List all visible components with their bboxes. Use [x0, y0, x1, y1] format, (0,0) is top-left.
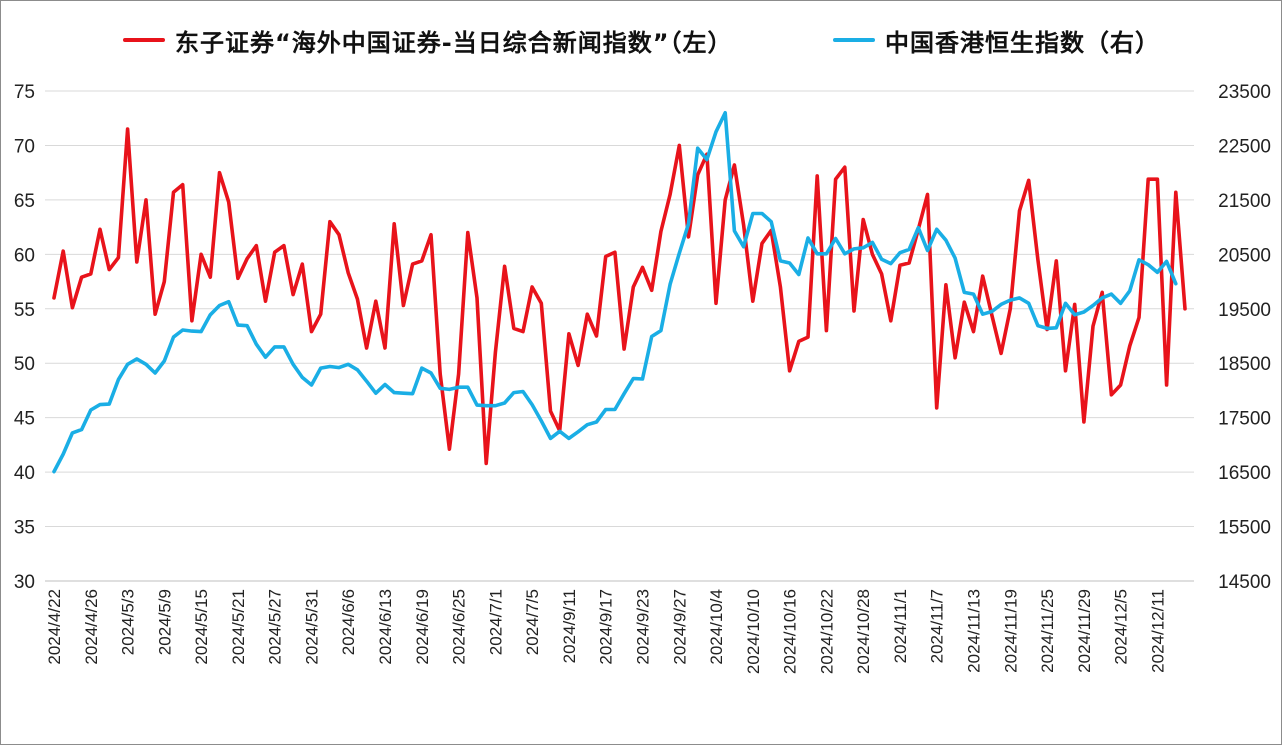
left-axis-tick-label: 60 [14, 245, 35, 266]
x-axis-tick-label: 2024/6/6 [339, 589, 358, 655]
x-axis-tick-label: 2024/5/9 [155, 589, 174, 655]
right-axis-tick-label: 21500 [1218, 191, 1271, 212]
right-axis-tick-label: 14500 [1218, 572, 1271, 593]
x-axis-tick-label: 2024/7/1 [486, 589, 505, 655]
x-axis-tick-label: 2024/4/22 [45, 589, 64, 665]
left-axis-tick-label: 65 [14, 191, 35, 212]
x-axis-tick-label: 2024/11/13 [965, 589, 984, 673]
hang-seng-index-line [52, 111, 1178, 474]
x-axis-tick-label: 2024/10/22 [817, 589, 836, 674]
right-axis-tick-label: 20500 [1218, 245, 1271, 266]
left-axis-tick-label: 50 [14, 354, 35, 375]
x-axis-tick-label: 2024/11/25 [1038, 589, 1057, 673]
x-axis-tick-label: 2024/10/16 [781, 589, 800, 674]
legend-label-left-series: 东子证券“海外中国证券-当日综合新闻指数”（左） [175, 28, 733, 57]
x-axis-tick-label: 2024/10/10 [744, 589, 763, 674]
x-axis-tick-label: 2024/9/27 [670, 589, 689, 665]
legend-item-left-series: 东子证券“海外中国证券-当日综合新闻指数”（左） [123, 23, 733, 57]
right-axis-tick-label: 17500 [1218, 409, 1271, 430]
x-axis-tick-label: 2024/12/11 [1148, 589, 1167, 673]
left-axis-tick-label: 70 [14, 136, 35, 157]
right-axis-tick-label: 23500 [1218, 82, 1271, 103]
legend-item-right-series: 中国香港恒生指数（右） [833, 23, 1160, 57]
right-axis-tick-label: 22500 [1218, 136, 1271, 157]
legend-label-right-series: 中国香港恒生指数（右） [885, 28, 1160, 57]
left-axis-tick-label: 55 [14, 300, 35, 321]
legend-swatch-red [123, 38, 165, 42]
x-axis-tick-label: 2024/6/19 [413, 589, 432, 665]
left-axis-tick-label: 45 [14, 409, 35, 430]
x-axis-tick-label: 2024/5/31 [302, 589, 321, 665]
right-axis-tick-label: 15500 [1218, 518, 1271, 539]
x-axis-tick-label: 2024/11/29 [1075, 589, 1094, 673]
x-axis-tick-label: 2024/6/25 [450, 589, 469, 665]
x-axis-tick-label: 2024/11/7 [928, 589, 947, 663]
right-axis-tick-label: 19500 [1218, 300, 1271, 321]
x-axis-tick-label: 2024/11/19 [1001, 589, 1020, 673]
x-axis-tick-label: 2024/11/1 [891, 589, 910, 663]
left-axis-tick-label: 75 [14, 82, 35, 103]
x-axis-tick-label: 2024/5/27 [266, 589, 285, 665]
x-axis-tick-label: 2024/5/21 [229, 589, 248, 665]
x-axis-tick-label: 2024/6/13 [376, 589, 395, 665]
news-index-line [52, 127, 1187, 466]
x-axis-tick-label: 2024/9/17 [597, 589, 616, 665]
x-axis-tick-label: 2024/12/5 [1112, 589, 1131, 665]
x-axis-tick-label: 2024/5/15 [192, 589, 211, 665]
right-axis-tick-label: 18500 [1218, 354, 1271, 375]
x-axis-tick-label: 2024/7/5 [523, 589, 542, 655]
x-axis-tick-label: 2024/5/3 [119, 589, 138, 655]
x-axis-tick-label: 2024/10/28 [854, 589, 873, 674]
right-axis-tick-label: 16500 [1218, 463, 1271, 484]
legend-swatch-blue [833, 38, 875, 42]
left-axis-tick-label: 30 [14, 572, 35, 593]
x-axis-tick-label: 2024/9/23 [633, 589, 652, 665]
left-axis-tick-label: 40 [14, 463, 35, 484]
left-axis-tick-label: 35 [14, 518, 35, 539]
x-axis-tick-label: 2024/9/11 [560, 589, 579, 663]
x-axis-tick-label: 2024/10/4 [707, 589, 726, 665]
x-axis-tick-label: 2024/4/26 [82, 589, 101, 665]
